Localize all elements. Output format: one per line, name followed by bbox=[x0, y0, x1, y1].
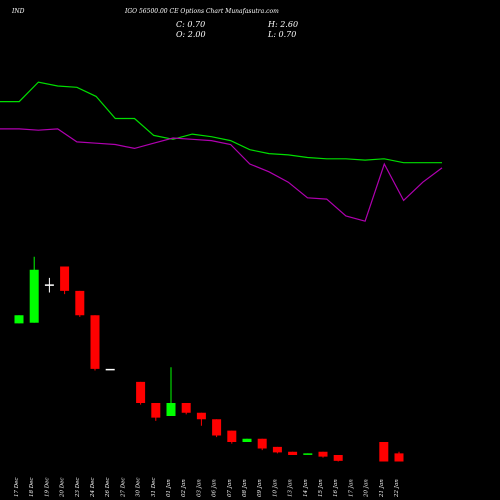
x-tick-label: 15 Jan bbox=[318, 479, 324, 497]
x-tick-label: 01 Jan bbox=[166, 479, 172, 497]
high-value: H: 2.60 bbox=[268, 20, 299, 29]
candle-body bbox=[318, 451, 328, 457]
candle-body bbox=[196, 412, 206, 420]
candle-body bbox=[29, 269, 39, 323]
candle-body bbox=[44, 284, 54, 286]
candle-body bbox=[379, 442, 389, 462]
x-tick-label: 30 Dec bbox=[136, 478, 142, 498]
candle-body bbox=[105, 368, 115, 371]
candle-body bbox=[303, 453, 313, 455]
x-tick-label: 23 Dec bbox=[75, 478, 81, 499]
candle-body bbox=[90, 315, 100, 369]
x-tick-label: 06 Jan bbox=[212, 479, 218, 497]
x-tick-label: 19 Dec bbox=[44, 478, 50, 498]
x-tick-label: 14 Jan bbox=[303, 479, 309, 497]
close-value: C: 0.70 bbox=[176, 20, 206, 29]
x-tick-label: 03 Jan bbox=[196, 479, 202, 497]
open-value: O: 2.00 bbox=[176, 30, 206, 39]
x-tick-label: 08 Jan bbox=[242, 479, 248, 497]
x-tick-label: 21 Jan bbox=[379, 479, 385, 498]
indicator-lines bbox=[0, 81, 443, 222]
candle-body bbox=[242, 438, 252, 442]
candle-body bbox=[333, 455, 343, 461]
candle-body bbox=[151, 403, 161, 418]
candle-body bbox=[60, 266, 70, 291]
x-tick-label: 02 Jan bbox=[181, 479, 187, 497]
candle-body bbox=[227, 430, 237, 442]
candle-body bbox=[257, 438, 267, 449]
x-tick-label: 22 Jan bbox=[394, 479, 400, 498]
candle-body bbox=[14, 315, 24, 324]
x-tick-label: 10 Jan bbox=[272, 479, 278, 497]
candle-body bbox=[166, 403, 176, 416]
chart-title: IGO 56500.00 CE Options Chart Munafasutr… bbox=[125, 8, 279, 15]
symbol-label: IND bbox=[12, 8, 25, 15]
x-tick-label: 09 Jan bbox=[257, 479, 263, 497]
x-tick-label: 13 Jan bbox=[288, 479, 294, 497]
candle-body bbox=[272, 446, 282, 453]
x-tick-label: 26 Dec bbox=[105, 478, 111, 499]
x-axis-labels: 17 Dec 18 Dec 19 Dec 20 Dec 23 Dec 24 Dec 26 D… bbox=[14, 478, 400, 499]
x-tick-label: 20 Dec bbox=[60, 478, 66, 499]
candle-body bbox=[136, 381, 146, 403]
x-tick-label: 27 Dec bbox=[120, 478, 126, 499]
x-tick-label: 17 Dec bbox=[14, 478, 20, 498]
candle-body bbox=[212, 419, 222, 436]
x-tick-label: 07 Jan bbox=[227, 479, 233, 497]
candle-body bbox=[394, 453, 404, 462]
candle-body bbox=[181, 403, 191, 413]
green-indicator-line bbox=[0, 81, 442, 164]
candle-body bbox=[75, 290, 85, 316]
x-tick-label: 16 Jan bbox=[333, 479, 339, 497]
x-tick-label: 31 Dec bbox=[151, 478, 157, 498]
x-tick-label: 20 Jan bbox=[364, 479, 370, 498]
candle-body bbox=[288, 451, 298, 455]
magenta-indicator-line bbox=[0, 128, 443, 222]
x-tick-label: 18 Dec bbox=[29, 478, 35, 498]
x-tick-label: 17 Jan bbox=[348, 479, 354, 497]
candles bbox=[14, 256, 404, 462]
low-value: L: 0.70 bbox=[268, 30, 297, 39]
x-tick-label: 24 Dec bbox=[90, 478, 96, 499]
